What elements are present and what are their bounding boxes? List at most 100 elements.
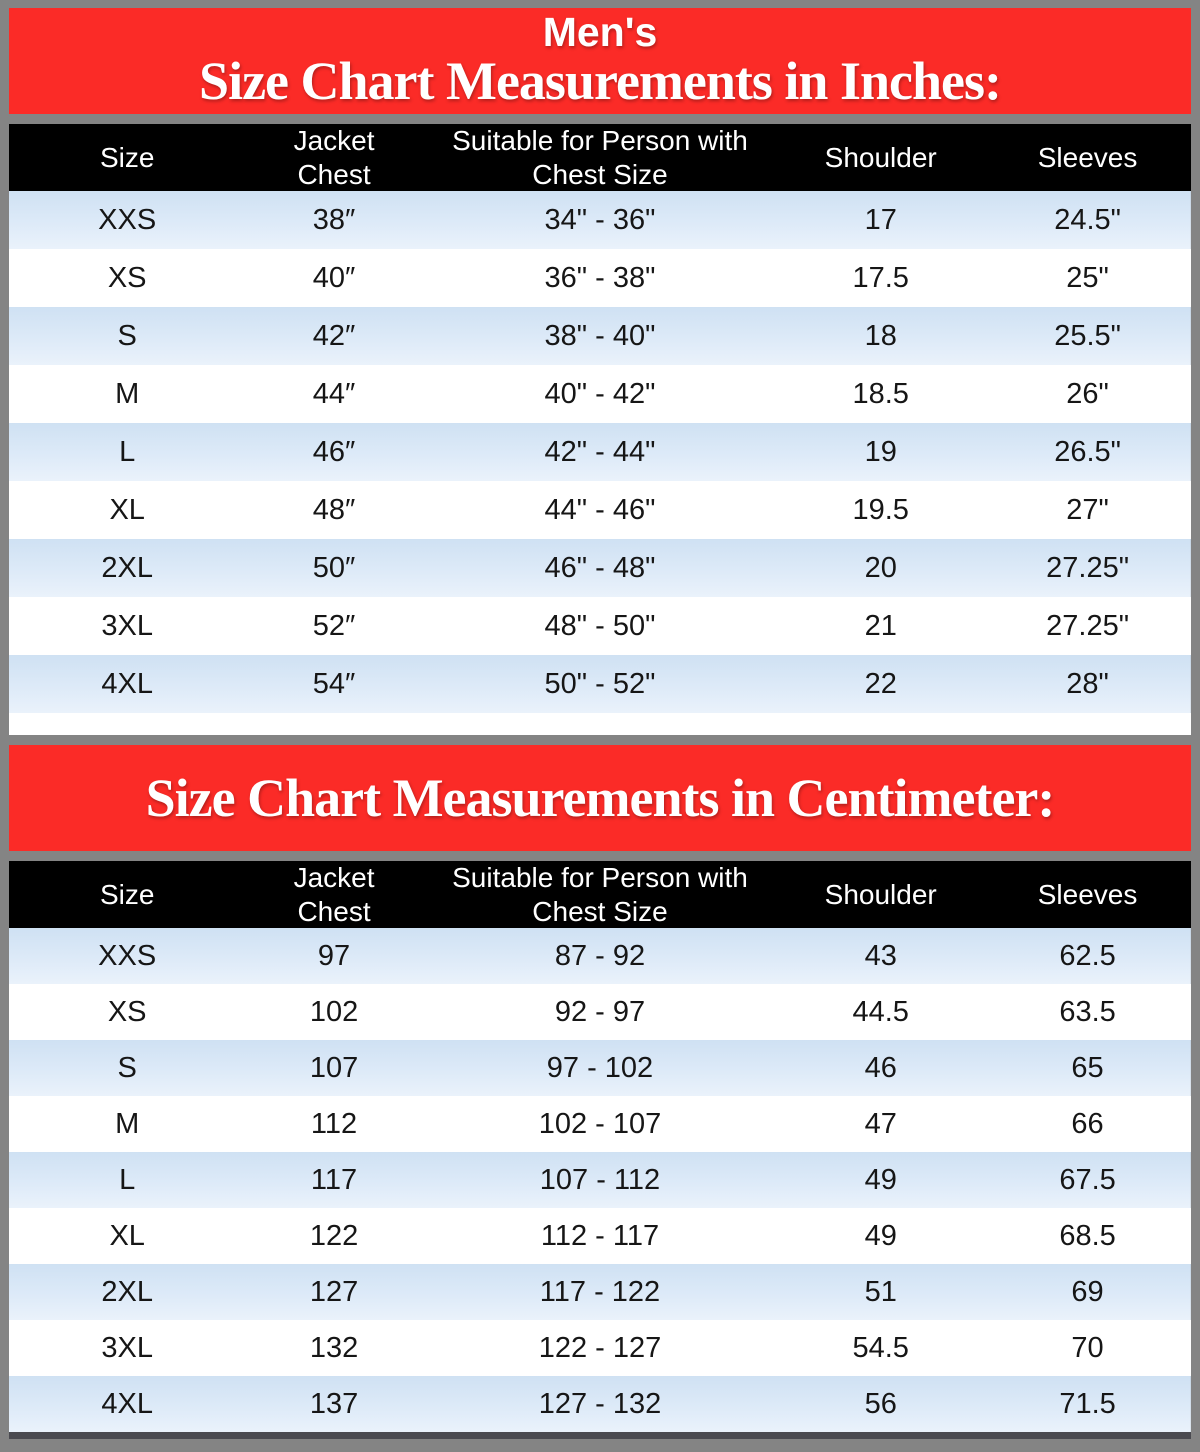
table-cell: 102 <box>309 995 359 1028</box>
table-cell: 112 - 117 <box>540 1219 660 1252</box>
table-cell: 42" - 44" <box>544 435 656 468</box>
table-cell: 67.5 <box>1059 1163 1116 1196</box>
table-cell: 25.5" <box>1054 319 1121 352</box>
table-cell: 18.5 <box>852 377 909 410</box>
table-cell: 117 - 122 <box>539 1275 661 1308</box>
table-cell: XS <box>107 995 147 1028</box>
table-cell: 97 <box>317 939 351 972</box>
table-cell: XS <box>107 261 147 294</box>
table-cell: L <box>119 1163 136 1196</box>
table-cell: 127 <box>309 1275 359 1308</box>
table-cell: 49 <box>864 1163 897 1196</box>
table-cell: 87 - 92 <box>554 939 646 972</box>
table-cell: 50″ <box>312 551 356 584</box>
table-cell: 46″ <box>312 435 356 468</box>
table-cell: 132 <box>309 1331 359 1364</box>
table-cell: 122 <box>309 1219 359 1252</box>
table-cell: 44″ <box>312 377 356 410</box>
table-cell: 26.5" <box>1054 435 1121 468</box>
table-cell: 25" <box>1066 261 1109 294</box>
table-cell: S <box>117 1051 137 1084</box>
table-cell: 27" <box>1066 493 1109 526</box>
table-row: S 107 97 - 102 46 65 <box>9 1040 1191 1096</box>
table-cell: 18 <box>864 319 897 352</box>
table-cell: 44.5 <box>852 995 909 1028</box>
table-row: XXS 97 87 - 92 43 62.5 <box>9 928 1191 984</box>
table-cell: XL <box>109 493 145 526</box>
table-cell: 3XL <box>101 609 153 642</box>
table-cell: 51 <box>864 1275 897 1308</box>
table-row: 3XL 52″ 48" - 50" 21 27.25" <box>9 597 1191 655</box>
table-cell: 3XL <box>101 1331 153 1364</box>
cm-banner: Size Chart Measurements in Centimeter: <box>9 745 1191 851</box>
table-cell: 62.5 <box>1059 939 1116 972</box>
table-cell: 127 - 132 <box>538 1387 662 1420</box>
column-header-size: Size <box>9 124 246 191</box>
table-row: L 117 107 - 112 49 67.5 <box>9 1152 1191 1208</box>
table-cell: S <box>117 319 137 352</box>
inches-banner: Men's Size Chart Measurements in Inches: <box>9 8 1191 114</box>
cm-title: Size Chart Measurements in Centimeter: <box>145 767 1056 828</box>
table-cell: 54.5 <box>852 1331 909 1364</box>
table-cell: 38" - 40" <box>544 319 656 352</box>
table-cell: 20 <box>864 551 897 584</box>
table-cell: 122 - 127 <box>538 1331 662 1364</box>
table-cell: 49 <box>864 1219 897 1252</box>
table-cell: 4XL <box>101 1387 153 1420</box>
table-cell: 66 <box>1071 1107 1104 1140</box>
table-cell: 19.5 <box>852 493 909 526</box>
cm-header-row: Size Jacket Chest Suitable for Person wi… <box>9 861 1191 928</box>
inches-table-body: XXS 38″ 34" - 36" 17 24.5" XS 40″ 36" - 38" 17.5… <box>9 191 1191 713</box>
table-row: 4XL 137 127 - 132 56 71.5 <box>9 1376 1191 1432</box>
table-cell: 19 <box>864 435 897 468</box>
table-cell: M <box>115 377 140 410</box>
table-cell: XXS <box>98 939 157 972</box>
inches-header-row: Size Jacket Chest Suitable for Person wi… <box>9 124 1191 191</box>
table-cell: 26" <box>1066 377 1109 410</box>
inches-title: Size Chart Measurements in Inches: <box>199 51 1002 112</box>
column-header-suitable-chest: Suitable for Person with Chest Size <box>422 861 778 928</box>
table-cell: 47 <box>864 1107 897 1140</box>
table-cell: 40″ <box>312 261 356 294</box>
table-row: XL 122 112 - 117 49 68.5 <box>9 1208 1191 1264</box>
cm-table-body: XXS 97 87 - 92 43 62.5 XS 102 92 - 97 44.5 63.5 S 1… <box>9 928 1191 1432</box>
table-cell: 56 <box>864 1387 897 1420</box>
table-cell: 17.5 <box>852 261 909 294</box>
table-cell: 50" - 52" <box>544 667 656 700</box>
table-cell: 117 <box>310 1163 358 1196</box>
column-header-shoulder: Shoulder <box>777 861 985 928</box>
table-row: XS 102 92 - 97 44.5 63.5 <box>9 984 1191 1040</box>
mens-label: Men's <box>542 9 658 56</box>
table-cell: 52″ <box>312 609 356 642</box>
table-cell: 97 - 102 <box>546 1051 654 1084</box>
column-header-shoulder: Shoulder <box>777 124 985 191</box>
table-cell: 43 <box>864 939 897 972</box>
table-bottom-spacer <box>9 713 1191 735</box>
table-row: M 112 102 - 107 47 66 <box>9 1096 1191 1152</box>
table-cell: M <box>115 1107 140 1140</box>
table-row: 2XL 127 117 - 122 51 69 <box>9 1264 1191 1320</box>
table-cell: 46" - 48" <box>544 551 656 584</box>
table-cell: 107 - 112 <box>539 1163 661 1196</box>
table-cell: 42″ <box>312 319 356 352</box>
table-row: L 46″ 42" - 44" 19 26.5" <box>9 423 1191 481</box>
table-cell: XL <box>109 1219 145 1252</box>
column-header-suitable-chest: Suitable for Person with Chest Size <box>422 124 778 191</box>
table-cell: 65 <box>1071 1051 1104 1084</box>
table-cell: 68.5 <box>1059 1219 1116 1252</box>
table-cell: XXS <box>98 203 157 236</box>
table-cell: 63.5 <box>1059 995 1116 1028</box>
column-header-size: Size <box>9 861 246 928</box>
table-cell: 36" - 38" <box>544 261 656 294</box>
table-cell: 4XL <box>101 667 153 700</box>
column-header-sleeves: Sleeves <box>984 124 1191 191</box>
table-cell: 2XL <box>101 1275 153 1308</box>
table-cell: 44" - 46" <box>544 493 656 526</box>
table-cell: 102 - 107 <box>538 1107 662 1140</box>
table-row: 3XL 132 122 - 127 54.5 70 <box>9 1320 1191 1376</box>
table-row: XXS 38″ 34" - 36" 17 24.5" <box>9 191 1191 249</box>
table-cell: 2XL <box>101 551 153 584</box>
column-header-jacket-chest: Jacket Chest <box>245 124 423 191</box>
cm-size-table: Size Jacket Chest Suitable for Person wi… <box>9 861 1191 1432</box>
